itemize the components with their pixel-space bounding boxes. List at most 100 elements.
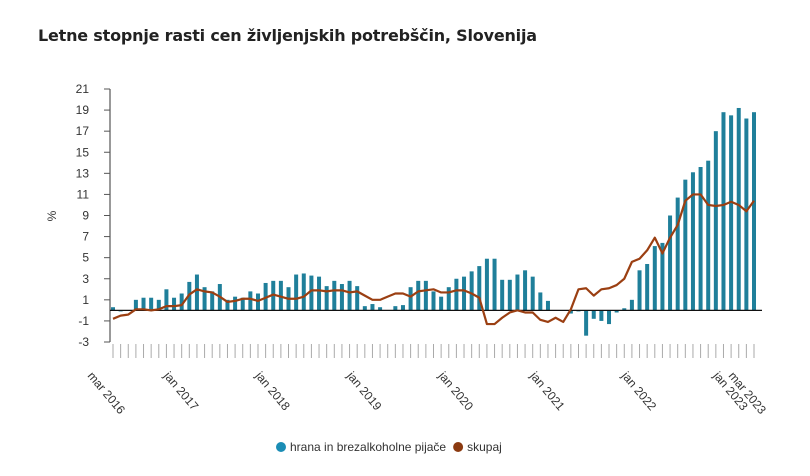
x-tick-label: jan 2022 — [618, 368, 659, 413]
bar-hrana — [729, 115, 734, 311]
bar-hrana — [156, 299, 161, 311]
bar-hrana — [736, 107, 741, 311]
bar-hrana — [607, 310, 612, 325]
bar-hrana — [240, 297, 245, 311]
bar-hrana — [523, 270, 528, 311]
line-skupaj — [112, 193, 755, 326]
bar-hrana — [591, 310, 596, 319]
x-tick-label: jan 2019 — [344, 368, 385, 413]
bar-hrana — [225, 299, 230, 311]
bar-hrana — [317, 276, 322, 311]
y-tick-label: 13 — [76, 166, 90, 180]
bar-hrana — [752, 112, 756, 311]
y-tick-label: -3 — [78, 335, 89, 349]
bar-hrana — [645, 263, 650, 311]
legend-label: hrana in brezalkoholne pijače — [290, 440, 446, 454]
y-tick-label: 3 — [82, 272, 89, 286]
bar-hrana — [194, 274, 199, 311]
bar-hrana — [622, 308, 627, 311]
y-tick-label: 19 — [76, 103, 90, 117]
bar-hrana — [545, 300, 550, 311]
x-tick-label: jan 2018 — [252, 368, 293, 413]
x-tick-label: mar 2016 — [85, 369, 129, 417]
bar-hrana — [355, 286, 360, 311]
bar-hrana — [294, 274, 299, 311]
x-tick-label: jan 2020 — [435, 368, 476, 413]
bar-hrana — [484, 258, 489, 311]
bar-hrana — [141, 297, 146, 311]
bar-hrana — [248, 291, 253, 311]
bar-hrana — [164, 289, 169, 311]
bar-hrana — [111, 307, 115, 311]
bar-hrana — [309, 275, 314, 311]
bar-hrana — [179, 293, 184, 311]
bar-hrana — [637, 270, 642, 311]
chart-title: Letne stopnje rasti cen življenjskih pot… — [38, 26, 537, 45]
bar-hrana — [507, 279, 512, 311]
bar-hrana — [683, 179, 688, 311]
bar-hrana — [690, 172, 695, 311]
y-tick-label: 21 — [76, 82, 90, 96]
bar-hrana — [339, 284, 344, 311]
bar-hrana — [713, 131, 718, 311]
bar-hrana — [423, 280, 428, 311]
bar-hrana — [477, 266, 482, 311]
bar-hrana — [431, 291, 436, 311]
bar-hrana — [233, 296, 238, 311]
bar-hrana — [439, 296, 444, 311]
legend-marker — [276, 442, 286, 452]
bar-hrana — [629, 299, 634, 311]
bar-hrana — [599, 310, 604, 321]
bar-hrana — [347, 280, 352, 311]
bar-hrana — [378, 307, 383, 311]
y-tick-label: 9 — [82, 209, 89, 223]
bar-hrana — [538, 292, 543, 311]
bar-hrana — [408, 287, 413, 311]
bar-hrana — [400, 305, 405, 311]
bar-hrana — [614, 310, 619, 313]
bar-hrana — [706, 160, 711, 311]
bar-hrana — [584, 310, 589, 336]
bar-hrana — [500, 279, 505, 311]
bar-hrana — [492, 258, 497, 311]
y-tick-label: 11 — [77, 187, 90, 201]
bar-hrana — [446, 287, 451, 311]
y-axis-label: % — [45, 210, 59, 221]
bar-hrana — [332, 280, 337, 311]
bar-hrana — [675, 197, 680, 311]
y-tick-label: -1 — [78, 314, 89, 328]
x-tick-label: jan 2021 — [527, 368, 568, 413]
bar-hrana — [416, 280, 421, 311]
bar-hrana — [568, 310, 573, 314]
x-tick-label: jan 2017 — [160, 368, 201, 413]
bar-hrana — [469, 271, 474, 311]
bar-hrana — [324, 286, 329, 311]
bar-hrana — [668, 215, 673, 311]
bar-hrana — [393, 306, 398, 311]
y-tick-label: 7 — [82, 230, 89, 244]
bar-hrana — [301, 273, 306, 311]
y-tick-label: 1 — [82, 293, 89, 307]
bar-hrana — [462, 276, 467, 311]
bar-hrana — [744, 118, 749, 311]
bar-hrana — [370, 304, 375, 311]
bar-hrana — [172, 297, 177, 311]
bar-hrana — [202, 287, 207, 311]
bar-hrana — [698, 167, 703, 311]
y-tick-label: 5 — [82, 251, 89, 265]
y-tick-label: 17 — [76, 124, 90, 138]
bar-hrana — [652, 246, 657, 311]
bar-hrana — [149, 297, 154, 311]
legend-label: skupaj — [467, 440, 502, 454]
bar-hrana — [530, 276, 535, 311]
bar-hrana — [721, 112, 726, 311]
bar-hrana — [515, 274, 520, 311]
bar-hrana — [362, 306, 367, 311]
bar-hrana — [454, 278, 459, 311]
bar-hrana — [210, 291, 215, 311]
legend-marker — [453, 442, 464, 452]
bar-hrana — [660, 242, 665, 311]
bar-hrana — [133, 299, 138, 311]
y-tick-label: 15 — [76, 145, 90, 159]
